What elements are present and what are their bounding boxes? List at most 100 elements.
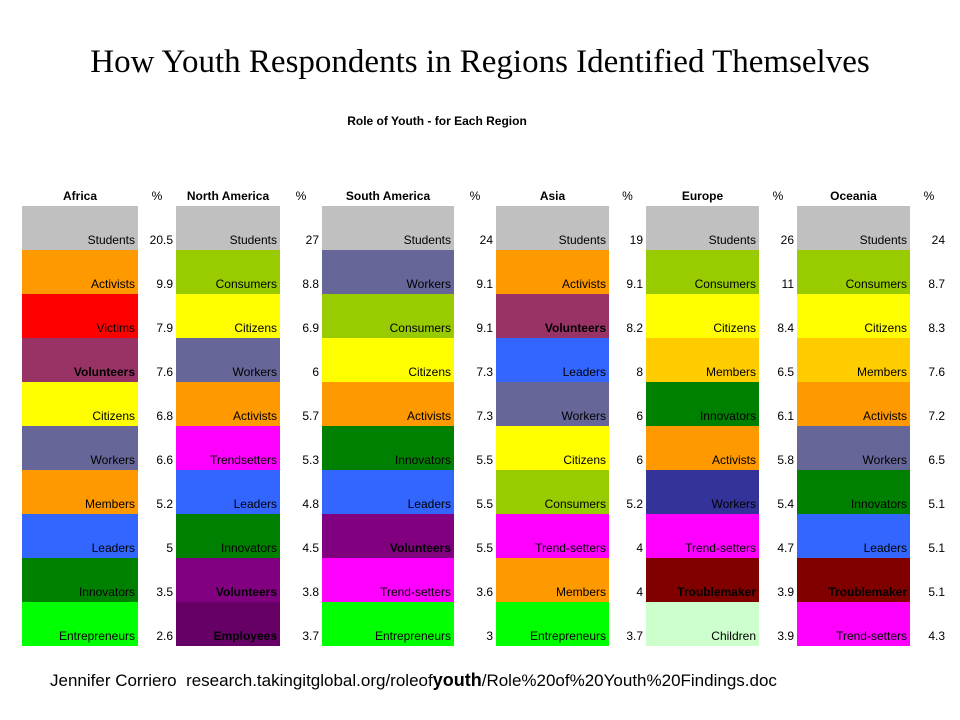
role-cell: Consumers xyxy=(646,250,759,294)
percent-cell: 20.5 xyxy=(149,233,173,247)
role-cell: Trend-setters xyxy=(646,514,759,558)
role-cell: Volunteers xyxy=(496,294,609,338)
percent-cell: 5.2 xyxy=(626,497,643,511)
role-cell: Citizens xyxy=(496,426,609,470)
percent-cell: 4 xyxy=(636,585,643,599)
percent-cell: 26 xyxy=(780,233,794,247)
percent-cell: 5.1 xyxy=(928,541,945,555)
role-cell: Troublemaker xyxy=(646,558,759,602)
percent-cell: 3.8 xyxy=(302,585,319,599)
percent-cell: 5.2 xyxy=(156,497,173,511)
role-cell: Entrepreneurs xyxy=(322,602,454,646)
role-cell: Consumers xyxy=(496,470,609,514)
percent-cell: 5.1 xyxy=(928,497,945,511)
role-cell: Workers xyxy=(22,426,138,470)
percent-cell: 3.9 xyxy=(777,585,794,599)
region-header: Asia xyxy=(539,189,566,203)
footer-url-pre: research.takingitglobal.org/roleof xyxy=(186,671,433,690)
region-header: North America xyxy=(186,189,270,203)
table-subtitle: Role of Youth - for Each Region xyxy=(347,114,527,128)
percent-cell: 6.9 xyxy=(302,321,319,335)
percent-cell: 6.1 xyxy=(777,409,794,423)
role-cell: Trend-setters xyxy=(496,514,609,558)
role-cell: Volunteers xyxy=(22,338,138,382)
role-cell: Workers xyxy=(176,338,280,382)
percent-cell: 24 xyxy=(479,233,493,247)
role-cell: Leaders xyxy=(322,470,454,514)
percent-cell: 2.6 xyxy=(156,629,173,643)
role-cell: Students xyxy=(646,206,759,250)
percent-cell: 9.1 xyxy=(476,321,493,335)
percent-cell: 4.8 xyxy=(302,497,319,511)
role-cell: Innovators xyxy=(176,514,280,558)
percent-cell: 4 xyxy=(636,541,643,555)
percent-header: % xyxy=(469,189,481,203)
role-cell: Citizens xyxy=(797,294,910,338)
role-cell: Innovators xyxy=(646,382,759,426)
role-cell: Activists xyxy=(22,250,138,294)
role-cell: Activists xyxy=(797,382,910,426)
role-cell: Workers xyxy=(646,470,759,514)
percent-header: % xyxy=(772,189,784,203)
percent-cell: 5 xyxy=(166,541,173,555)
percent-cell: 8 xyxy=(636,365,643,379)
percent-cell: 3.5 xyxy=(156,585,173,599)
percent-cell: 6.6 xyxy=(156,453,173,467)
percent-cell: 5.4 xyxy=(777,497,794,511)
role-cell: Volunteers xyxy=(322,514,454,558)
page-title: How Youth Respondents in Regions Identif… xyxy=(90,44,870,80)
role-cell: Activists xyxy=(322,382,454,426)
role-cell: Members xyxy=(646,338,759,382)
percent-header: % xyxy=(622,189,633,203)
percent-cell: 7.9 xyxy=(156,321,173,335)
role-cell: Workers xyxy=(797,426,910,470)
role-cell: Members xyxy=(22,470,138,514)
percent-cell: 3.6 xyxy=(476,585,493,599)
role-cell: Victims xyxy=(22,294,138,338)
role-cell: Citizens xyxy=(176,294,280,338)
percent-cell: 5.7 xyxy=(302,409,319,423)
percent-cell: 9.1 xyxy=(626,277,643,291)
role-cell: Workers xyxy=(322,250,454,294)
percent-cell: 11 xyxy=(781,277,794,291)
role-cell: Citizens xyxy=(322,338,454,382)
role-cell: Employees xyxy=(176,602,280,646)
percent-cell: 5.3 xyxy=(302,453,319,467)
role-cell: Troublemaker xyxy=(797,558,910,602)
role-cell: Trend-setters xyxy=(322,558,454,602)
role-cell: Consumers xyxy=(322,294,454,338)
percent-cell: 4.3 xyxy=(928,629,945,643)
percent-cell: 19 xyxy=(629,233,643,247)
role-cell: Entrepreneurs xyxy=(22,602,138,646)
percent-cell: 6.8 xyxy=(156,409,173,423)
footer-author: Jennifer Corriero xyxy=(50,671,177,690)
role-cell: Innovators xyxy=(322,426,454,470)
percent-header: % xyxy=(151,189,163,203)
percent-cell: 8.4 xyxy=(777,321,794,335)
percent-cell: 6 xyxy=(636,409,643,423)
role-cell: Leaders xyxy=(22,514,138,558)
percent-cell: 6 xyxy=(636,453,643,467)
role-cell: Students xyxy=(22,206,138,250)
percent-header: % xyxy=(923,189,935,203)
role-cell: Activists xyxy=(176,382,280,426)
percent-cell: 27 xyxy=(305,233,319,247)
percent-cell: 5.8 xyxy=(777,453,794,467)
footer-url-bold: youth xyxy=(432,670,482,690)
role-cell: Consumers xyxy=(797,250,910,294)
percent-cell: 7.6 xyxy=(156,365,173,379)
percent-cell: 5.5 xyxy=(476,541,493,555)
footer-url[interactable]: research.takingitglobal.org/roleofyouth/… xyxy=(186,670,777,690)
percent-cell: 8.8 xyxy=(302,277,319,291)
role-cell: Workers xyxy=(496,382,609,426)
percent-cell: 8.3 xyxy=(928,321,945,335)
percent-cell: 4.5 xyxy=(302,541,319,555)
region-header: Europe xyxy=(681,189,724,203)
percent-cell: 4.7 xyxy=(777,541,794,555)
role-cell: Leaders xyxy=(176,470,280,514)
role-cell: Citizens xyxy=(646,294,759,338)
region-header: Oceania xyxy=(830,189,877,203)
percent-cell: 3 xyxy=(486,629,493,643)
percent-cell: 8.2 xyxy=(626,321,643,335)
